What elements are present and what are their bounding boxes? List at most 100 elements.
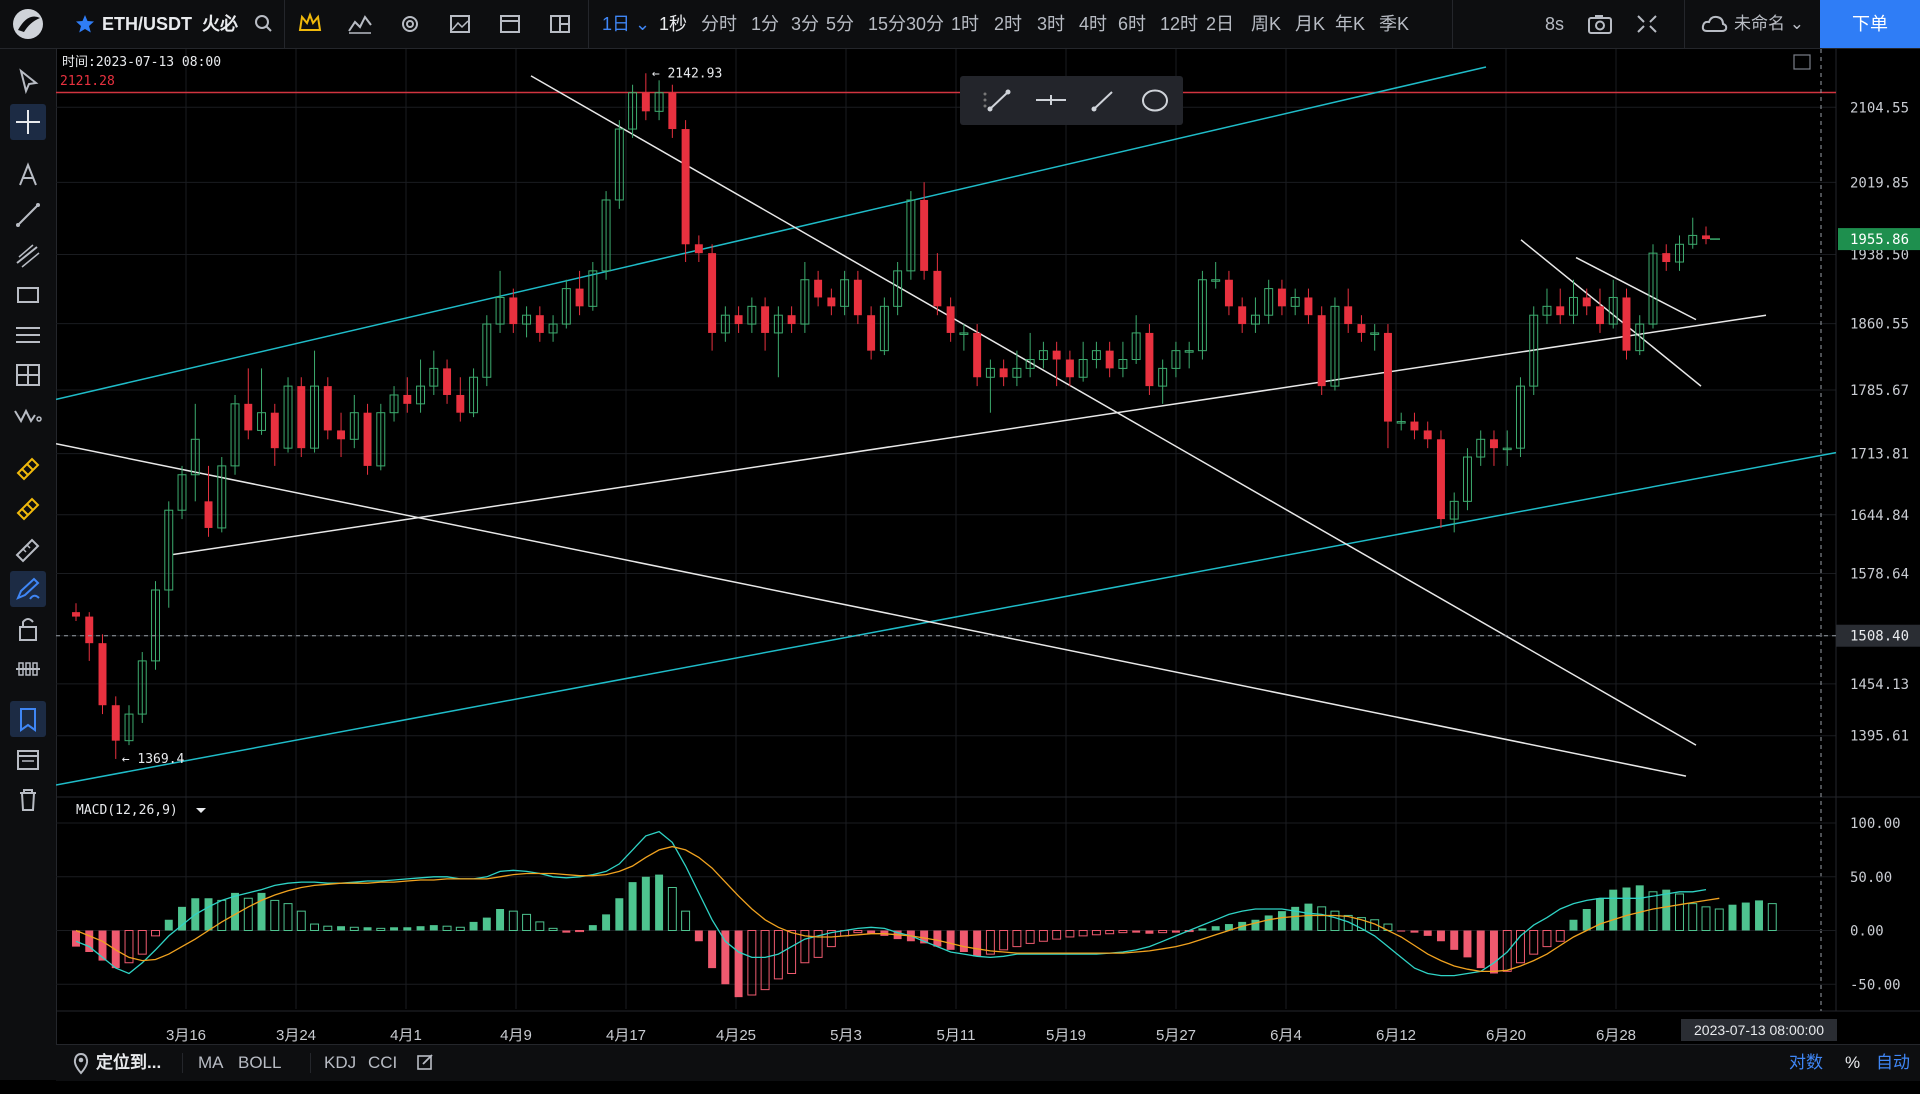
trend-line-drawing[interactable]: [530, 75, 1697, 746]
percent-scale-toggle[interactable]: %: [1845, 1053, 1861, 1072]
trendline-tool-icon[interactable]: [10, 197, 46, 233]
macd-hist-bar-up: [482, 917, 491, 931]
layout-name-dropdown[interactable]: 未命名 ⌄: [1734, 14, 1804, 33]
candle-body-up: [1184, 350, 1194, 353]
refresh-interval[interactable]: 8s: [1545, 14, 1565, 34]
macd-hist-bar-down: [946, 930, 955, 950]
interval-7[interactable]: 1时: [951, 14, 980, 34]
auto-scale-toggle[interactable]: 自动: [1876, 1053, 1910, 1072]
strong-magnet-icon[interactable]: [10, 491, 46, 527]
interval-10[interactable]: 4时: [1079, 14, 1108, 34]
grid-tool-icon[interactable]: [10, 357, 46, 393]
trend-line-drawing[interactable]: [1575, 256, 1697, 321]
indicator-ma[interactable]: MA: [198, 1053, 224, 1072]
calendar-icon[interactable]: [10, 741, 46, 777]
search-icon[interactable]: [252, 0, 274, 48]
favorite-star-icon[interactable]: [74, 0, 96, 48]
interval-13[interactable]: 2日: [1206, 14, 1235, 34]
interval-dropdown[interactable]: 1日 ⌄: [602, 14, 651, 34]
crown-icon[interactable]: [296, 0, 324, 48]
locate-button[interactable]: 定位到...: [96, 1053, 162, 1072]
macd-hist-bar-down: [1025, 930, 1035, 944]
indicator-cci[interactable]: CCI: [368, 1053, 398, 1072]
macd-dropdown-icon[interactable]: [196, 808, 206, 813]
interval-15[interactable]: 月K: [1295, 14, 1326, 34]
ellipse-tool-icon[interactable]: [1130, 76, 1180, 125]
interval-14[interactable]: 周K: [1251, 14, 1282, 34]
interval-0[interactable]: 1秒: [659, 14, 688, 34]
trend-line-drawing[interactable]: [56, 442, 1687, 777]
interval-5[interactable]: 15分: [868, 14, 907, 34]
parallel-lines-icon[interactable]: [10, 317, 46, 353]
trash-icon[interactable]: [10, 781, 46, 817]
trend-line-drawing[interactable]: [1520, 239, 1702, 387]
trend-line-drawing[interactable]: [56, 66, 1487, 401]
bookmark-icon[interactable]: [10, 701, 46, 737]
interval-16[interactable]: 年K: [1335, 14, 1366, 34]
order-button[interactable]: 下单: [1820, 0, 1920, 48]
trend-line-drawing[interactable]: [56, 451, 1837, 786]
fib-tool-icon[interactable]: [10, 237, 46, 273]
macd-hist-bar-down: [1436, 930, 1445, 942]
ray-tool-icon[interactable]: [1078, 76, 1128, 125]
candle-body-down: [1357, 324, 1366, 333]
fullscreen-icon[interactable]: [1634, 0, 1660, 48]
crosshair-icon[interactable]: [10, 104, 46, 140]
price-chart[interactable]: 2104.55 2019.85 1938.50 1860.55 1785.67 1713.…: [56, 49, 1920, 1044]
line-tool-icon[interactable]: [974, 76, 1024, 125]
trend-line-drawing[interactable]: [172, 314, 1767, 556]
symbol-name[interactable]: ETH/USDT: [102, 14, 192, 34]
rectangle-tool-icon[interactable]: [10, 277, 46, 313]
macd-hist-bar-down: [1118, 930, 1128, 934]
indicator-boll[interactable]: BOLL: [238, 1053, 282, 1072]
low-price-label: ← 1369.4: [122, 752, 185, 767]
interval-17[interactable]: 季K: [1379, 14, 1410, 34]
interval-2[interactable]: 1分: [751, 14, 780, 34]
price-tick-label: 2104.55: [1850, 100, 1909, 116]
layout-icon[interactable]: [546, 0, 574, 48]
interval-9[interactable]: 3时: [1037, 14, 1066, 34]
locate-pin-icon[interactable]: [72, 1045, 90, 1081]
indicator-icon[interactable]: [346, 0, 374, 48]
macd-hist-bar-up: [1356, 917, 1366, 931]
candle-body-down: [1596, 306, 1604, 325]
log-scale-toggle[interactable]: 对数: [1789, 1053, 1823, 1072]
drawing-mode-icon[interactable]: [10, 571, 46, 607]
text-tool-icon[interactable]: [10, 157, 46, 193]
cloud-icon[interactable]: [1700, 0, 1728, 48]
macd-hist-bar-down: [1476, 930, 1485, 969]
candle-body-up: [959, 332, 969, 335]
interval-4[interactable]: 5分: [826, 14, 855, 34]
ruler-icon[interactable]: [10, 531, 46, 567]
time-tick-label: 5月19: [1046, 1027, 1086, 1044]
exchange-name[interactable]: 火必: [202, 14, 238, 34]
candle-body-down: [509, 297, 518, 325]
settings-gear-icon[interactable]: [396, 0, 424, 48]
wave-tool-icon[interactable]: [10, 397, 46, 433]
drag-handle-icon[interactable]: [960, 76, 987, 125]
horizontal-line-icon[interactable]: [1026, 76, 1076, 125]
time-tick-label: 6月4: [1270, 1027, 1302, 1044]
interval-3[interactable]: 3分: [791, 14, 820, 34]
candle-body-down: [363, 412, 372, 466]
interval-6[interactable]: 30分: [906, 14, 945, 34]
candle-body-down: [1702, 235, 1710, 240]
cursor-arrow-icon[interactable]: [10, 63, 46, 99]
candle-body-up: [601, 199, 611, 272]
template-icon[interactable]: [496, 0, 524, 48]
macd-hist-bar-up: [296, 910, 306, 932]
edit-indicators-icon[interactable]: [416, 1045, 434, 1081]
image-icon[interactable]: [446, 0, 474, 48]
interval-12[interactable]: 12时: [1160, 14, 1199, 34]
magnet-icon[interactable]: [10, 451, 46, 487]
indicator-kdj[interactable]: KDJ: [324, 1053, 357, 1072]
lock-icon[interactable]: [10, 611, 46, 647]
macd-hist-bar-up: [1741, 902, 1750, 931]
hide-drawings-icon[interactable]: [10, 651, 46, 687]
interval-11[interactable]: 6时: [1118, 14, 1147, 34]
candle-body-down: [323, 386, 332, 431]
camera-icon[interactable]: [1586, 0, 1614, 48]
interval-8[interactable]: 2时: [994, 14, 1023, 34]
maximize-pane-icon[interactable]: [1793, 54, 1811, 70]
interval-1[interactable]: 分时: [701, 14, 737, 34]
